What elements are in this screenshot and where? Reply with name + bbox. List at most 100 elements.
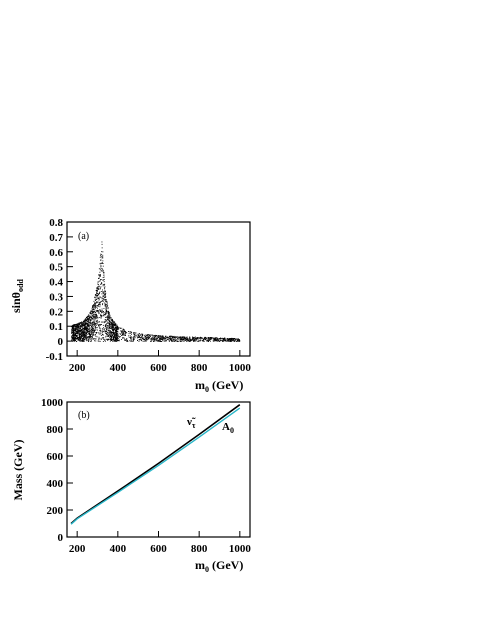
data-point <box>112 326 113 328</box>
data-point <box>110 339 112 341</box>
data-point <box>205 339 206 340</box>
data-point <box>224 339 226 341</box>
data-point <box>91 337 93 339</box>
data-point <box>163 337 164 339</box>
data-point <box>85 333 87 335</box>
data-point <box>95 315 97 317</box>
data-point <box>87 323 88 325</box>
data-point <box>77 338 79 340</box>
data-point <box>93 317 94 319</box>
data-point <box>74 338 76 340</box>
data-point <box>117 336 119 338</box>
data-point <box>105 326 106 327</box>
data-point <box>115 332 117 334</box>
data-point <box>208 337 209 339</box>
data-point <box>180 339 181 341</box>
data-point <box>94 297 96 299</box>
data-point <box>73 338 75 340</box>
data-point <box>71 328 73 330</box>
data-point <box>92 306 94 307</box>
data-point <box>83 334 85 336</box>
data-point <box>108 332 110 334</box>
data-point <box>206 340 208 342</box>
data-point <box>85 336 87 338</box>
data-point <box>73 330 75 331</box>
panel-a-x-tick-label: 800 <box>191 362 208 374</box>
data-point <box>179 337 180 339</box>
data-point <box>229 339 230 341</box>
data-point <box>104 314 106 316</box>
data-point <box>90 338 92 340</box>
data-point <box>225 340 227 342</box>
data-point <box>72 335 73 337</box>
data-point <box>151 340 153 342</box>
data-point <box>112 318 113 320</box>
data-point <box>183 339 184 340</box>
data-point <box>99 309 101 311</box>
data-point <box>77 337 79 339</box>
data-point <box>130 337 132 339</box>
data-point <box>209 338 211 340</box>
data-point <box>105 306 107 308</box>
panel-a-y-tick-label: 0.2 <box>49 306 63 318</box>
data-point <box>104 286 106 288</box>
data-point <box>107 312 109 314</box>
data-point <box>96 311 98 312</box>
data-point <box>115 326 117 328</box>
data-point <box>111 321 113 323</box>
data-point <box>233 338 235 340</box>
data-point <box>141 340 142 342</box>
data-point <box>79 329 80 331</box>
data-point <box>90 333 92 335</box>
data-point <box>237 338 239 340</box>
data-point <box>107 334 109 336</box>
data-point <box>153 341 155 342</box>
data-point <box>89 336 91 338</box>
data-point <box>99 292 100 294</box>
data-point <box>90 313 92 314</box>
data-point <box>96 290 98 292</box>
data-point <box>89 326 90 328</box>
data-point <box>230 339 232 341</box>
data-point <box>117 334 119 336</box>
data-point <box>235 339 237 341</box>
data-point <box>92 332 94 333</box>
data-point <box>96 315 98 316</box>
data-point <box>76 337 78 339</box>
data-point <box>84 321 86 323</box>
data-point <box>137 339 139 341</box>
data-point <box>78 326 80 327</box>
data-point <box>90 322 92 324</box>
data-point <box>124 333 126 335</box>
data-point <box>171 340 173 342</box>
data-point <box>177 340 179 342</box>
data-point <box>231 340 233 342</box>
data-point <box>104 338 106 340</box>
data-point <box>214 338 216 339</box>
data-point <box>71 338 73 340</box>
data-point <box>104 294 106 295</box>
data-point <box>222 339 224 341</box>
data-point <box>231 337 233 339</box>
data-point <box>109 326 111 328</box>
data-point <box>71 332 73 334</box>
data-point <box>115 337 116 339</box>
data-point <box>217 338 219 339</box>
panel-b-y-tick-label: 1000 <box>41 397 64 409</box>
panel-a-points <box>71 241 241 342</box>
data-point <box>125 339 126 341</box>
data-point <box>104 295 106 297</box>
panel-a-y-tick-label: 0.6 <box>49 247 63 259</box>
data-point <box>107 317 109 318</box>
data-point <box>103 308 105 309</box>
data-point <box>121 339 122 340</box>
data-point <box>75 335 76 337</box>
data-point <box>217 339 219 341</box>
data-point <box>104 319 106 321</box>
data-point <box>73 337 75 339</box>
data-point <box>87 318 89 320</box>
data-point <box>153 340 154 342</box>
data-point <box>195 338 196 340</box>
data-point <box>222 340 223 342</box>
data-point <box>109 331 111 333</box>
